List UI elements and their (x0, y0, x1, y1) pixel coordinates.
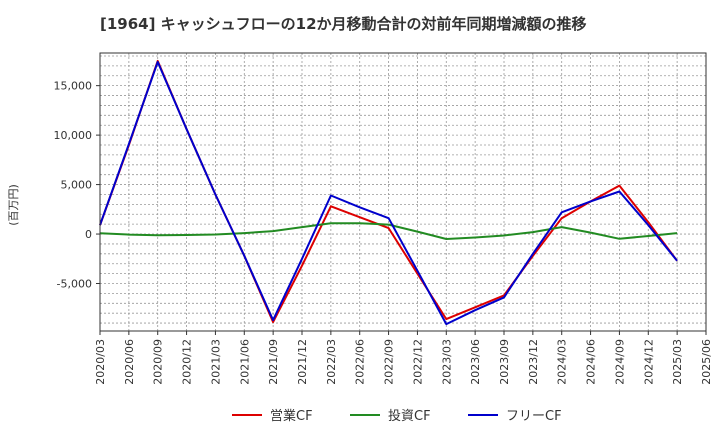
legend-label: 投資CF (388, 408, 431, 424)
x-tick-label: 2023/06 (469, 339, 482, 385)
y-tick-label: 0 (85, 228, 92, 241)
plot-area (99, 52, 707, 332)
x-tick-label: 2021/12 (296, 339, 309, 385)
x-tick-label: 2024/09 (613, 339, 626, 385)
series-line-2 (99, 222, 678, 240)
y-axis-label: (百万円) (7, 184, 20, 226)
x-tick-label: 2022/09 (383, 339, 396, 385)
x-tick-label: 2023/12 (527, 339, 540, 385)
x-tick-label: 2021/09 (267, 339, 280, 385)
series-line-3 (99, 60, 678, 326)
y-tick-label: 5,000 (61, 179, 93, 192)
series-layer (99, 59, 678, 326)
y-tick-label: 10,000 (54, 129, 93, 142)
x-tick-label: 2024/06 (585, 339, 598, 385)
x-tick-label: 2025/03 (671, 339, 684, 385)
chart-title: [1964] キャッシュフローの12か月移動合計の対前年同期増減額の推移 (100, 15, 587, 33)
x-tick-label: 2024/03 (556, 339, 569, 385)
x-tick-label: 2021/03 (209, 339, 222, 385)
x-tick-label: 2022/06 (354, 339, 367, 385)
legend-label: 営業CF (270, 408, 313, 424)
x-tick-label: 2023/09 (498, 339, 511, 385)
x-tick-label: 2020/09 (152, 339, 165, 385)
grid (99, 53, 707, 331)
y-ticks: 15,000 10,000 5,000 0 -5,000 (54, 80, 100, 291)
y-tick-label: -5,000 (57, 278, 92, 291)
x-tick-label: 2023/03 (440, 339, 453, 385)
legend-label: フリーCF (506, 409, 562, 424)
legend: 営業CF 投資CF フリーCF (232, 408, 562, 424)
y-tick-label: 15,000 (54, 80, 93, 93)
x-tick-label: 2025/06 (700, 339, 713, 385)
x-tick-label: 2021/06 (238, 339, 251, 385)
x-tick-label: 2020/06 (123, 339, 136, 385)
x-ticks: 2020/03 2020/06 2020/09 2020/12 2021/03 2021/… (94, 331, 713, 385)
x-tick-label: 2022/03 (325, 339, 338, 385)
x-tick-label: 2020/12 (181, 339, 194, 385)
x-tick-label: 2022/12 (411, 339, 424, 385)
x-tick-label: 2020/03 (94, 339, 107, 385)
x-tick-label: 2024/12 (642, 339, 655, 385)
